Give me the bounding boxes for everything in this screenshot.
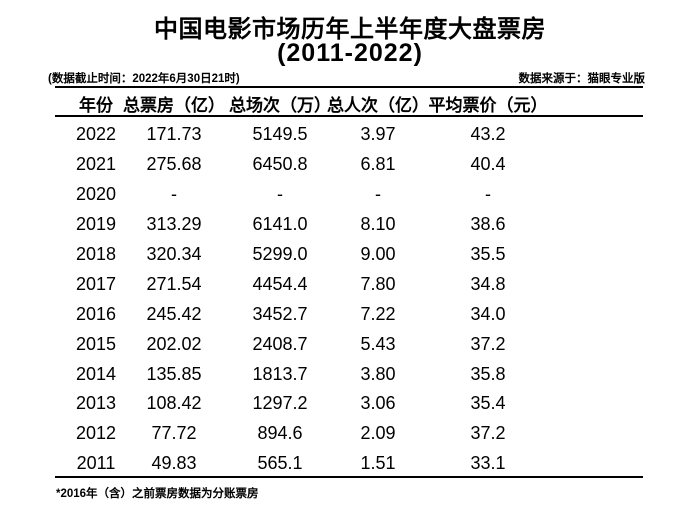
cell-avg_price: 33.1	[470, 453, 506, 474]
cell-avg_price: 43.2	[470, 124, 506, 145]
table-row: 2013 108.42 1297.2 3.06 35.4	[55, 389, 569, 419]
divider-header	[55, 115, 643, 117]
cell-year: 2017	[75, 273, 117, 294]
cell-avg_price: -	[485, 184, 491, 205]
cell-sessions: 5149.5	[252, 124, 308, 145]
page-subtitle-year-range: (2011-2022)	[277, 39, 423, 67]
cell-sessions: 5299.0	[252, 244, 308, 264]
cell-year: 2012	[75, 423, 117, 444]
cell-box_office: 49.83	[151, 453, 197, 474]
cell-year: 2022	[75, 124, 117, 145]
meta-row: (数据截止时间：2022年6月30日21时) 数据来源于：猫眼专业版	[48, 70, 645, 86]
cell-sessions: 1813.7	[252, 363, 308, 384]
cell-admissions: 1.51	[360, 453, 396, 474]
cell-box_office: -	[171, 184, 177, 205]
table-header-row: 年份 总票房（亿） 总场次（万） 总人次（亿） 平均票价（元）	[55, 91, 569, 115]
table-row: 2015 202.02 2408.7 5.43 37.2	[55, 329, 569, 359]
col-header-total-box-office: 总票房（亿）	[123, 96, 225, 115]
cell-box_office: 202.02	[146, 333, 202, 354]
cell-sessions: 565.1	[257, 453, 303, 474]
col-header-year: 年份	[79, 96, 113, 115]
cell-year: 2018	[75, 244, 117, 264]
cell-avg_price: 35.8	[470, 363, 506, 384]
footnote: *2016年（含）之前票房数据为分账票房	[56, 488, 259, 500]
cell-box_office: 77.72	[151, 423, 197, 444]
cell-year: 2021	[75, 154, 117, 175]
cell-admissions: 3.06	[360, 393, 396, 414]
table-row: 2022 171.73 5149.5 3.97 43.2	[55, 120, 569, 150]
cell-box_office: 320.34	[146, 244, 202, 264]
cell-sessions: 894.6	[257, 423, 303, 444]
cell-admissions: 8.10	[360, 214, 396, 235]
cell-admissions: 2.09	[360, 423, 396, 444]
table-row: 2014 135.85 1813.7 3.80 35.8	[55, 359, 569, 389]
cell-admissions: 7.22	[360, 303, 396, 324]
cell-admissions: 5.43	[360, 333, 396, 354]
cell-year: 2020	[75, 184, 117, 205]
cell-avg_price: 37.2	[470, 333, 506, 354]
cell-sessions: 3452.7	[252, 303, 308, 324]
cell-year: 2014	[75, 363, 117, 384]
cell-box_office: 108.42	[146, 393, 202, 414]
table-row: 2012 77.72 894.6 2.09 37.2	[55, 419, 569, 449]
cell-sessions: 6450.8	[252, 154, 308, 175]
col-header-total-admissions: 总人次（亿）	[327, 96, 429, 115]
table-row: 2020 - - - -	[55, 180, 569, 210]
cell-avg_price: 35.4	[470, 393, 506, 414]
table-row: 2021 275.68 6450.8 6.81 40.4	[55, 150, 569, 180]
cell-admissions: 6.81	[360, 154, 396, 175]
data-cutoff-note: (数据截止时间：2022年6月30日21时)	[48, 73, 240, 85]
cell-sessions: 1297.2	[252, 393, 308, 414]
cell-box_office: 271.54	[146, 273, 202, 294]
table-row: 2017 271.54 4454.4 7.80 34.8	[55, 269, 569, 299]
cell-year: 2016	[75, 303, 117, 324]
cell-year: 2011	[76, 453, 116, 474]
cell-sessions: 2408.7	[252, 333, 308, 354]
cell-avg_price: 35.5	[470, 244, 506, 264]
cell-avg_price: 38.6	[470, 214, 506, 235]
cell-sessions: 6141.0	[252, 214, 308, 235]
cell-box_office: 135.85	[146, 363, 202, 384]
cell-year: 2015	[75, 333, 117, 354]
cell-admissions: 9.00	[360, 244, 396, 264]
cell-avg_price: 34.8	[470, 273, 506, 294]
table-row: 2019 313.29 6141.0 8.10 38.6	[55, 210, 569, 240]
cell-box_office: 275.68	[146, 154, 202, 175]
cell-box_office: 171.73	[146, 124, 202, 145]
cell-sessions: 4454.4	[252, 273, 308, 294]
cell-admissions: 3.97	[360, 124, 396, 145]
cell-sessions: -	[277, 184, 283, 205]
cell-year: 2013	[75, 393, 117, 414]
table-body: 2022 171.73 5149.5 3.97 43.2 2021 275.68 6450.8…	[0, 120, 700, 479]
data-source-note: 数据来源于：猫眼专业版	[518, 73, 646, 85]
cell-avg_price: 34.0	[470, 303, 506, 324]
cell-admissions: -	[375, 184, 381, 205]
cell-admissions: 7.80	[360, 273, 396, 294]
cell-avg_price: 40.4	[470, 154, 506, 175]
cell-box_office: 245.42	[146, 303, 202, 324]
cell-admissions: 3.80	[360, 363, 396, 384]
cell-avg_price: 37.2	[470, 423, 506, 444]
divider-top	[55, 86, 643, 88]
cell-year: 2019	[75, 214, 117, 235]
cell-box_office: 313.29	[146, 214, 202, 235]
col-header-total-sessions: 总场次（万）	[229, 96, 331, 115]
page-title: 中国电影市场历年上半年度大盘票房	[154, 16, 546, 43]
table-row: 2018 320.34 5299.0 9.00 35.5	[55, 240, 569, 270]
col-header-average-ticket-price: 平均票价（元）	[428, 96, 548, 115]
table-row: 2016 245.42 3452.7 7.22 34.0	[55, 299, 569, 329]
table-row: 2011 49.83 565.1 1.51 33.1	[55, 449, 569, 479]
divider-bottom	[55, 476, 643, 478]
